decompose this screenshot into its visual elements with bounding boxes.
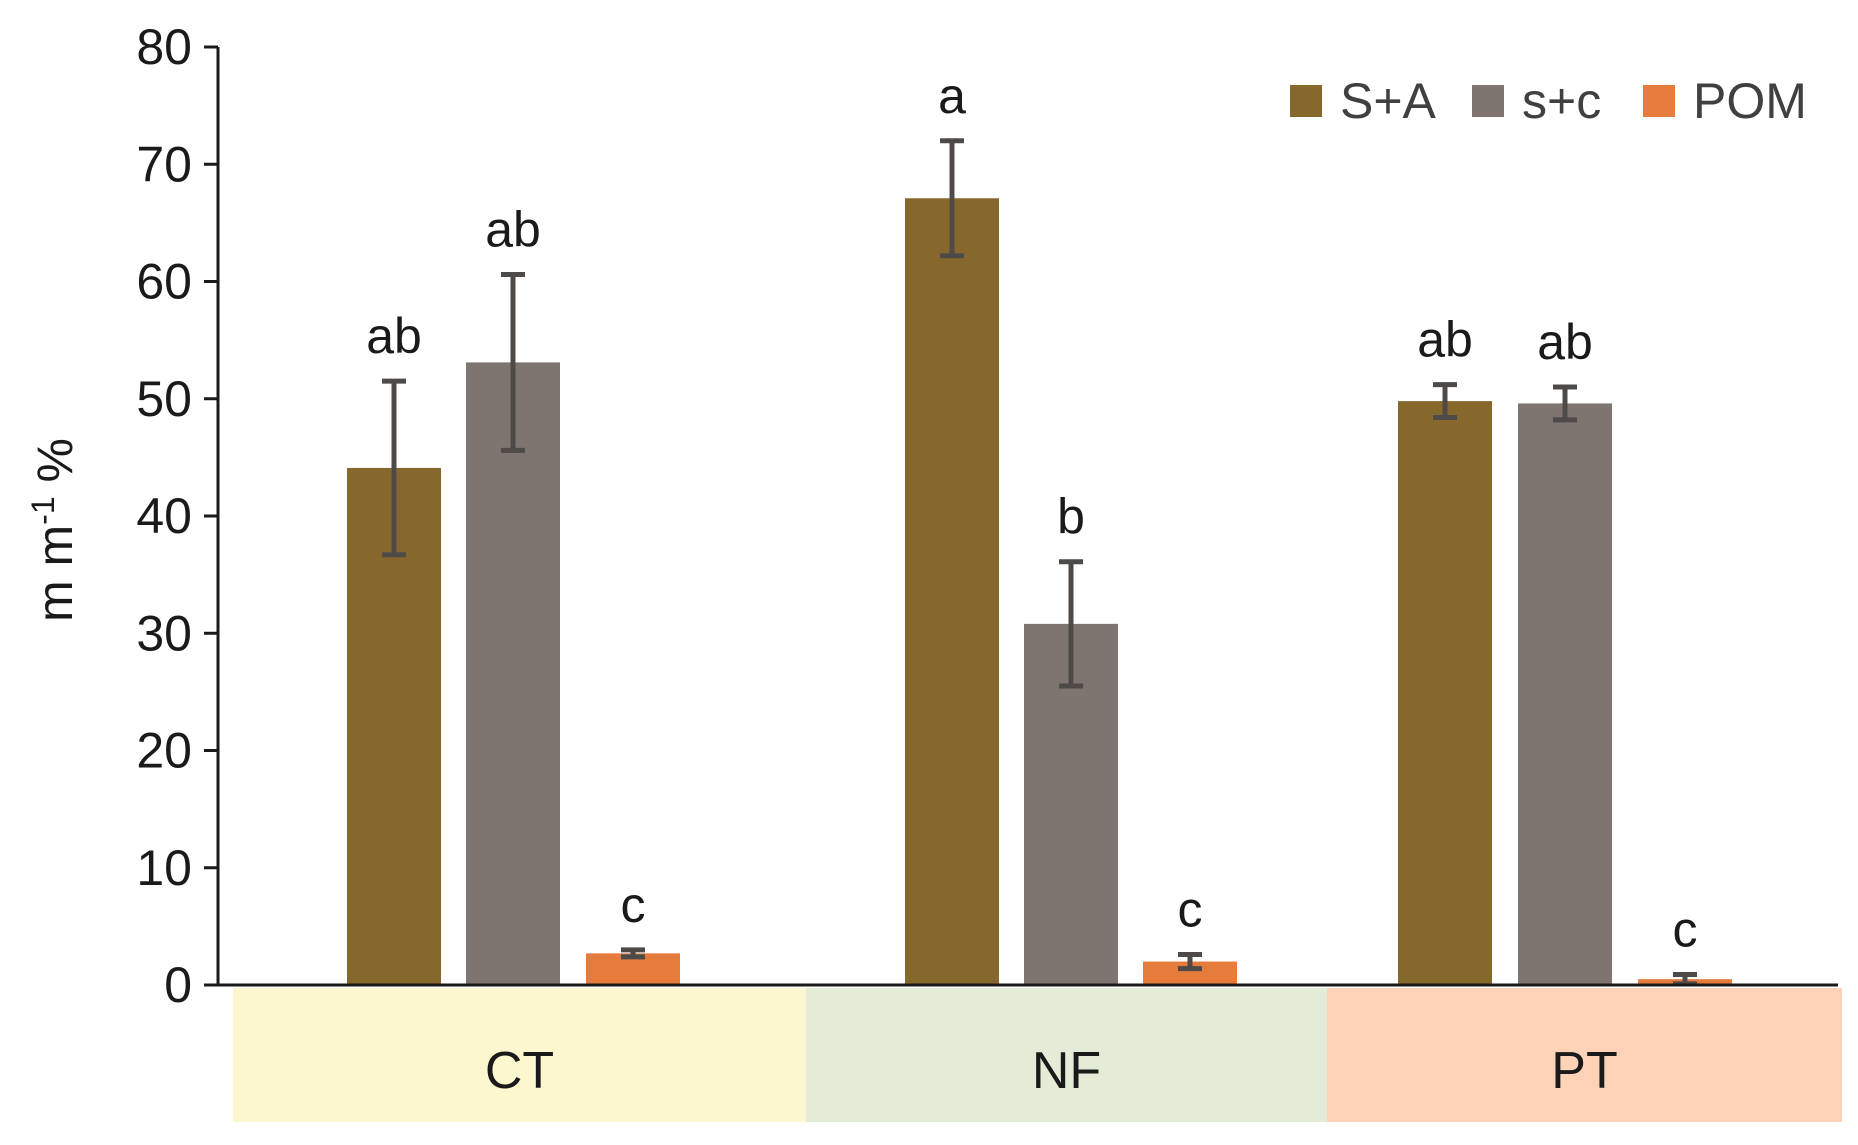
y-tick-label: 60 — [136, 254, 192, 310]
y-tick-label: 40 — [136, 488, 192, 544]
bar-ct-s-plus-c — [466, 362, 560, 986]
y-tick-label: 10 — [136, 840, 192, 896]
legend-swatch-s-plus-c — [1472, 85, 1504, 117]
y-tick-label: 50 — [136, 371, 192, 427]
legend: S+A s+c POM — [1290, 73, 1807, 129]
significance-letter: b — [1057, 489, 1085, 545]
error-bar-ct-pom — [621, 947, 645, 960]
category-label-nf: NF — [1032, 1042, 1101, 1100]
category-label-pt: PT — [1551, 1042, 1617, 1100]
error-bar-pt-s-plus-a — [1433, 382, 1457, 421]
error-bar-pt-s-plus-c — [1553, 384, 1577, 423]
error-bar-ct-s-plus-a — [382, 378, 406, 558]
y-tick-label: 20 — [136, 723, 192, 779]
error-bar-nf-pom — [1178, 952, 1202, 972]
legend-label: POM — [1693, 73, 1807, 129]
error-bar-nf-s-plus-a — [940, 138, 964, 259]
significance-letter: a — [938, 68, 966, 124]
bar-nf-s-plus-a — [905, 198, 999, 985]
significance-letter: ab — [485, 201, 541, 257]
category-bands: CT NF PT — [233, 988, 1842, 1122]
y-axis-label: m m-1 % — [25, 438, 83, 622]
bar-nf-pom — [1143, 961, 1237, 985]
significance-letter: ab — [1417, 312, 1473, 368]
category-band-pt — [1327, 988, 1842, 1122]
category-band-nf — [806, 988, 1327, 1122]
category-band-ct — [233, 988, 806, 1122]
legend-swatch-s-plus-a — [1290, 85, 1322, 117]
bar-pt-s-plus-a — [1398, 401, 1492, 986]
legend-label: s+c — [1522, 73, 1601, 129]
error-bar-ct-s-plus-c — [501, 271, 525, 453]
y-tick-label: 80 — [136, 19, 192, 75]
significance-letter: c — [1673, 901, 1698, 957]
bar-pt-s-plus-c — [1518, 403, 1612, 985]
category-label-ct: CT — [485, 1042, 554, 1100]
significance-letter: c — [1178, 882, 1203, 938]
y-tick-label: 70 — [136, 136, 192, 192]
significance-letter: ab — [366, 308, 422, 364]
y-tick-label: 30 — [136, 605, 192, 661]
error-bar-nf-s-plus-c — [1059, 559, 1083, 689]
legend-label: S+A — [1340, 73, 1437, 129]
significance-letter: c — [621, 877, 646, 933]
legend-swatch-pom — [1643, 85, 1675, 117]
y-tick-label: 0 — [164, 957, 192, 1013]
significance-letter: ab — [1537, 314, 1593, 370]
y-axis: 0 10 20 30 40 50 60 70 80 — [136, 19, 220, 1013]
